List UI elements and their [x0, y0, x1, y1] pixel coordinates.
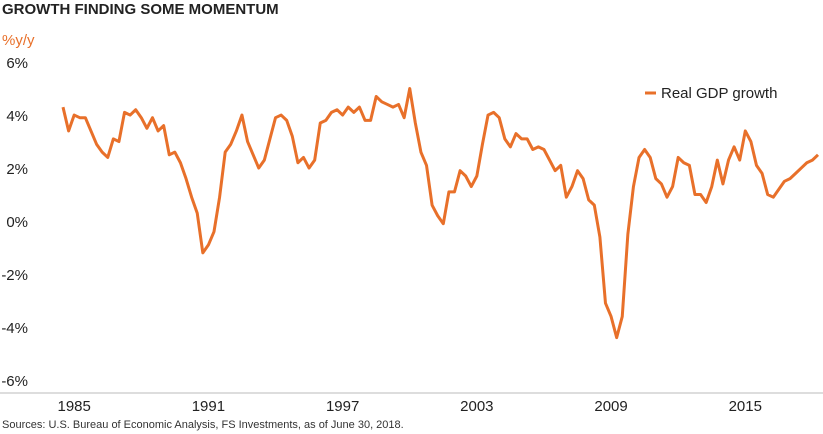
x-tick-label: 2015	[729, 398, 762, 415]
data-line	[61, 87, 820, 340]
chart-title: GROWTH FINDING SOME MOMENTUM	[2, 1, 279, 18]
x-tick-label: 1985	[57, 398, 90, 415]
y-tick-label: 6%	[6, 55, 28, 72]
y-tick-label: 2%	[6, 161, 28, 178]
x-tick-label: 1997	[326, 398, 359, 415]
y-axis-label: %y/y	[2, 32, 35, 49]
y-tick-label: 4%	[6, 108, 28, 125]
y-tick-label: -4%	[1, 320, 28, 337]
x-tick-label: 1991	[192, 398, 225, 415]
legend-label: Real GDP growth	[661, 85, 777, 102]
x-tick-label: 2009	[594, 398, 627, 415]
y-tick-label: -6%	[1, 373, 28, 390]
x-tick-label: 2003	[460, 398, 493, 415]
source-note: Sources: U.S. Bureau of Economic Analysi…	[2, 419, 404, 431]
y-tick-label: 0%	[6, 214, 28, 231]
y-tick-label: -2%	[1, 267, 28, 284]
